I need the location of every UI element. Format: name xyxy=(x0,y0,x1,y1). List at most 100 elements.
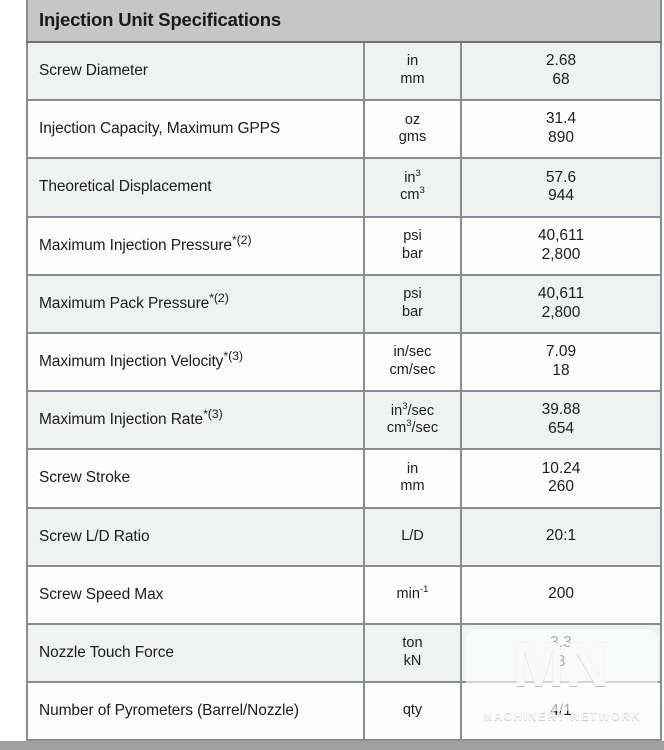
spec-label-cell: Screw Speed Max xyxy=(27,565,365,625)
spec-unit: in/sec xyxy=(393,344,432,361)
spec-label-cell: Screw Stroke xyxy=(27,449,365,509)
spec-value: 18 xyxy=(552,362,570,380)
spec-unit: gms xyxy=(398,129,427,146)
spec-label: Screw Speed Max xyxy=(39,585,164,603)
spec-footnote-marker: *(2) xyxy=(231,232,252,247)
spec-unit: in3/sec xyxy=(390,400,435,419)
table-row: Theoretical Displacement in3 cm3 57.6 944 xyxy=(27,158,662,218)
table-row: Screw Speed Max min-1 200 xyxy=(27,565,662,625)
spec-value: 20:1 xyxy=(545,527,577,545)
spec-value: 40,611 xyxy=(537,226,585,244)
spec-value-cell: 7.09 18 xyxy=(461,332,662,393)
spec-table-container: Injection Unit Specifications Screw Diam… xyxy=(26,0,662,750)
spec-value-cell: 200 xyxy=(461,565,662,625)
table-row: Number of Pyrometers (Barrel/Nozzle) qty 4… xyxy=(27,682,662,742)
spec-value: 2,800 xyxy=(541,245,581,263)
spec-value: 3.3 xyxy=(550,634,572,652)
table-row: Maximum Injection Pressure*(2) psi bar 40,6… xyxy=(27,216,662,276)
spec-value-cell: 31.4 890 xyxy=(461,100,662,160)
spec-units-cell: ton kN xyxy=(364,623,462,684)
spec-unit: psi xyxy=(403,286,422,303)
table-row: Maximum Injection Velocity*(3) in/sec cm/s… xyxy=(27,332,662,393)
spec-units-cell: in3/sec cm3/sec xyxy=(364,391,462,451)
spec-table-body: Injection Unit Specifications Screw Diam… xyxy=(27,0,662,750)
spec-unit: L/D xyxy=(401,527,424,544)
spec-value: 944 xyxy=(548,187,574,205)
spec-unit: cm3 xyxy=(400,185,425,204)
table-row: Screw Diameter in mm 2.68 68 xyxy=(27,42,662,102)
spec-value: 200 xyxy=(548,585,574,603)
spec-label-cell: Maximum Pack Pressure*(2) xyxy=(27,274,365,334)
table-header-row: Injection Unit Specifications xyxy=(27,0,662,43)
spec-label-cell: Theoretical Displacement xyxy=(27,158,365,218)
spec-units-cell: qty xyxy=(364,682,462,742)
spec-units-cell: psi bar xyxy=(364,274,462,334)
spec-unit: in xyxy=(406,460,419,477)
spec-label: Screw L/D Ratio xyxy=(39,527,150,545)
spec-unit: mm xyxy=(400,478,425,495)
table-row: Maximum Pack Pressure*(2) psi bar 40,611 2,8… xyxy=(27,274,662,334)
spec-value: 40,611 xyxy=(537,284,585,302)
spec-value: 890 xyxy=(548,129,574,147)
spec-value: 2,800 xyxy=(541,303,581,321)
spec-label: Maximum Injection Rate xyxy=(39,411,204,429)
spec-value-cell: 57.6 944 xyxy=(461,158,662,218)
spec-unit: cm/sec xyxy=(389,362,436,379)
injection-unit-specifications-table: Injection Unit Specifications Screw Diam… xyxy=(26,0,662,750)
spec-unit: mm xyxy=(400,71,425,88)
spec-label: Screw Diameter xyxy=(39,62,148,80)
spec-label-cell: Maximum Injection Pressure*(2) xyxy=(27,216,365,276)
spec-value: 10.24 xyxy=(541,459,581,477)
spec-value: 3 xyxy=(556,652,566,670)
spec-value-cell: 20:1 xyxy=(461,507,662,567)
table-row: Screw L/D Ratio L/D 20:1 xyxy=(27,507,662,567)
spec-value: 4/1 xyxy=(550,701,572,719)
spec-value-cell: 10.24 260 xyxy=(461,449,662,509)
spec-label: Maximum Injection Velocity xyxy=(39,353,224,371)
spec-units-cell: oz gms xyxy=(364,100,462,160)
spec-value: 260 xyxy=(548,478,574,496)
spec-value-cell: 2.68 68 xyxy=(461,42,662,102)
spec-units-cell: in/sec cm/sec xyxy=(364,332,462,393)
spec-label: Maximum Pack Pressure xyxy=(39,294,210,312)
spec-units-cell: in mm xyxy=(364,42,462,102)
spec-label: Maximum Injection Pressure xyxy=(39,236,232,254)
spec-unit: ton xyxy=(402,635,423,652)
spec-unit: in xyxy=(406,53,419,70)
spec-label: Theoretical Displacement xyxy=(39,178,212,196)
spec-units-cell: L/D xyxy=(364,507,462,567)
spec-unit: bar xyxy=(402,303,423,320)
page-bottom-bar xyxy=(0,741,664,750)
spec-value: 68 xyxy=(552,71,570,89)
table-row: Maximum Injection Rate*(3) in3/sec cm3/sec… xyxy=(27,391,662,451)
spec-label-cell: Nozzle Touch Force xyxy=(27,623,365,684)
spec-unit: min-1 xyxy=(396,584,429,602)
spec-units-cell: min-1 xyxy=(364,565,462,625)
spec-footnote-marker: *(3) xyxy=(203,407,223,422)
table-row: Screw Stroke in mm 10.24 260 xyxy=(27,449,662,509)
spec-label: Nozzle Touch Force xyxy=(39,643,174,661)
spec-value-cell: 3.3 3 xyxy=(461,623,662,684)
spec-units-cell: in3 cm3 xyxy=(364,158,462,218)
spec-label-cell: Number of Pyrometers (Barrel/Nozzle) xyxy=(27,682,365,742)
spec-label: Screw Stroke xyxy=(39,469,130,487)
spec-unit: cm3/sec xyxy=(386,418,439,437)
page-title: Injection Unit Specifications xyxy=(39,8,281,30)
table-row: Nozzle Touch Force ton kN 3.3 3 xyxy=(27,623,662,684)
spec-value: 57.6 xyxy=(545,168,577,186)
spec-label-cell: Screw L/D Ratio xyxy=(27,507,365,567)
spec-unit: psi xyxy=(403,227,422,244)
table-row: Injection Capacity, Maximum GPPS oz gms 31.… xyxy=(27,100,662,160)
table-title-cell: Injection Unit Specifications xyxy=(27,0,662,43)
spec-value-cell: 40,611 2,800 xyxy=(461,274,662,334)
spec-footnote-marker: *(3) xyxy=(223,348,243,363)
spec-value: 654 xyxy=(548,420,574,438)
spec-value-cell: 39.88 654 xyxy=(461,391,662,451)
spec-footnote-marker: *(2) xyxy=(209,290,229,305)
spec-label: Injection Capacity, Maximum GPPS xyxy=(39,120,281,138)
spec-label-cell: Maximum Injection Velocity*(3) xyxy=(27,332,365,393)
spec-label-cell: Maximum Injection Rate*(3) xyxy=(27,391,365,451)
spec-unit: kN xyxy=(403,652,422,669)
spec-value-cell: 4/1 xyxy=(461,682,662,742)
